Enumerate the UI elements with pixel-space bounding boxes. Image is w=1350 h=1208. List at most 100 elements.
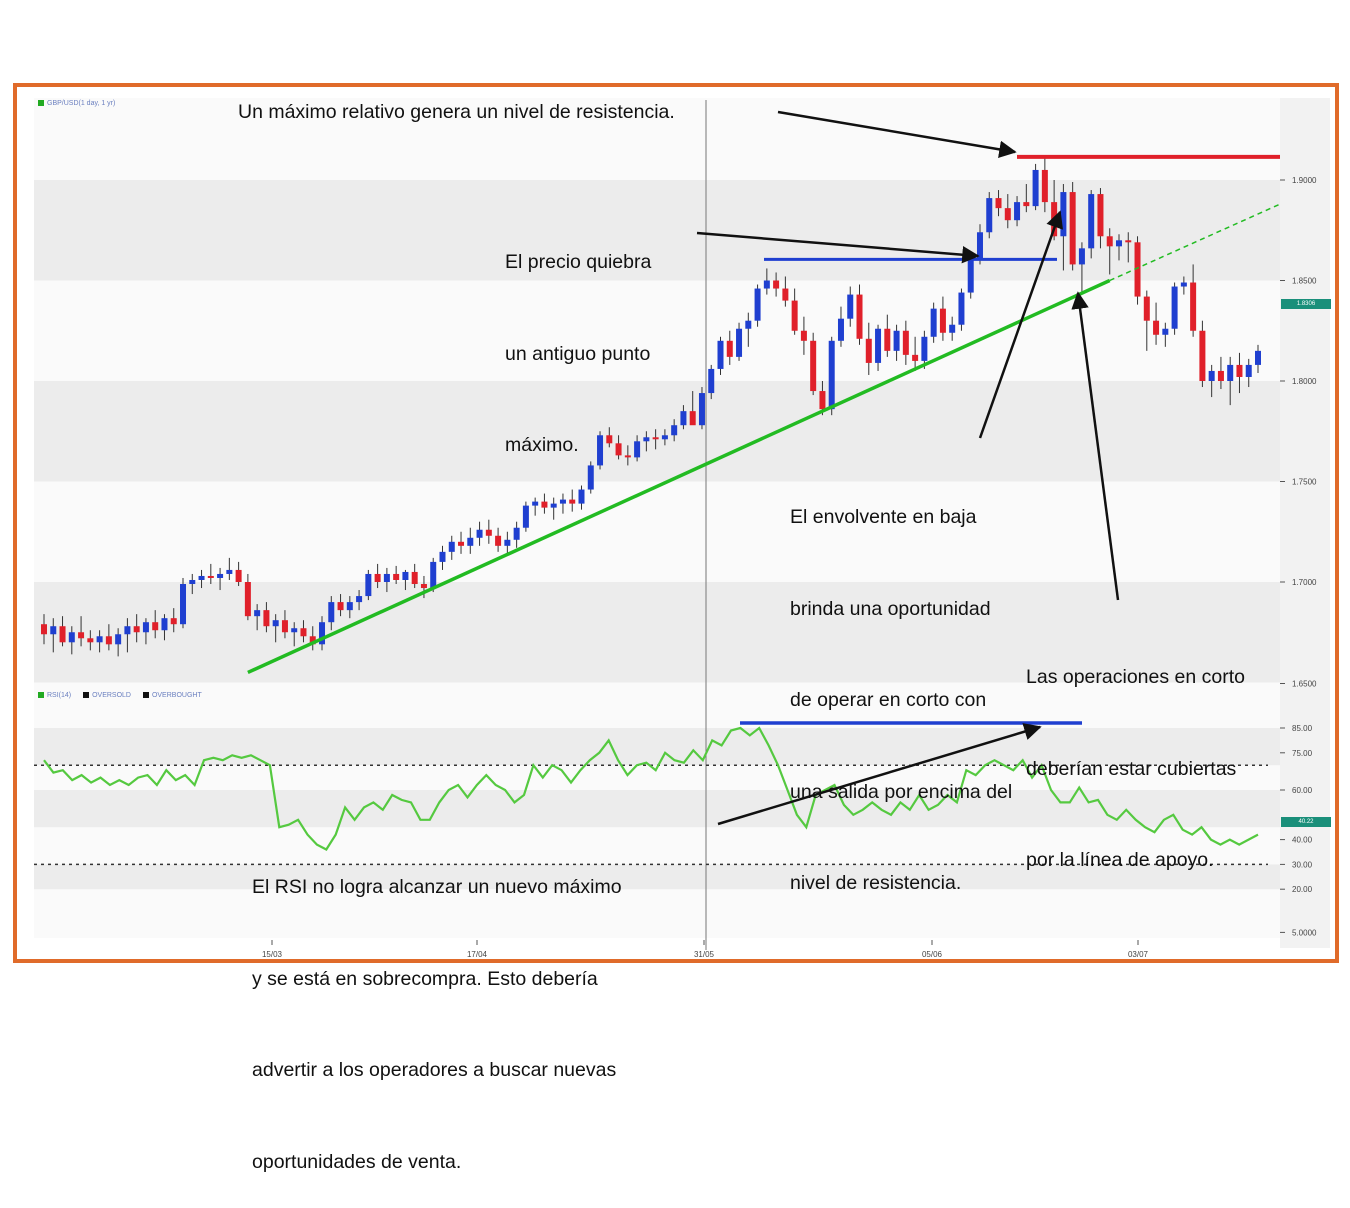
candle-body bbox=[1023, 202, 1030, 207]
candle-body bbox=[1060, 192, 1067, 237]
candle-body bbox=[1162, 328, 1169, 335]
candle-body bbox=[513, 527, 520, 540]
candle-body bbox=[1255, 350, 1261, 365]
axis-bg bbox=[1280, 98, 1330, 948]
candle-body bbox=[736, 328, 743, 357]
rsi-band bbox=[34, 728, 1280, 766]
price-tick-label: 1.8500 bbox=[1292, 277, 1317, 286]
candle-body bbox=[921, 336, 928, 361]
candle-body bbox=[504, 539, 511, 546]
rsi-legend-label: RSI(14) bbox=[47, 692, 72, 699]
rsi-panel bbox=[34, 721, 1268, 866]
price-tick-label: 1.7000 bbox=[1292, 578, 1317, 587]
candle-body bbox=[1088, 194, 1095, 249]
candle-body bbox=[1236, 364, 1243, 377]
candle-body bbox=[458, 541, 465, 546]
candle-body bbox=[217, 573, 224, 578]
candle-body bbox=[393, 573, 400, 580]
rsi-tick-label: 85.00 bbox=[1292, 724, 1313, 733]
candle-body bbox=[698, 393, 705, 426]
candle-body bbox=[791, 300, 798, 331]
annotation-line: un antiguo punto bbox=[505, 342, 651, 365]
candle-body bbox=[337, 602, 344, 611]
price-tick-label: 1.8000 bbox=[1292, 377, 1317, 386]
candle-body bbox=[309, 636, 316, 645]
candle-body bbox=[1134, 242, 1141, 297]
candle-body bbox=[254, 610, 261, 617]
candle-body bbox=[439, 551, 446, 562]
candle-body bbox=[680, 411, 687, 426]
candle-body bbox=[550, 503, 557, 508]
candle-body bbox=[559, 499, 566, 504]
candle-body bbox=[291, 628, 298, 633]
annotation-line: El envolvente en baja bbox=[790, 506, 977, 528]
candle-body bbox=[142, 622, 149, 633]
candle-body bbox=[986, 198, 993, 233]
candle-body bbox=[828, 340, 835, 410]
candle-body bbox=[152, 622, 159, 631]
chart-svg: 1.9000 1.8500 1.8000 1.7500 1.7000 1.6500 85.… bbox=[34, 98, 1330, 959]
candle-body bbox=[476, 529, 483, 538]
x-tick-label: 17/04 bbox=[467, 950, 488, 959]
candle-body bbox=[300, 628, 307, 637]
candle-body bbox=[374, 573, 381, 582]
annotation-line: máximo. bbox=[505, 434, 579, 456]
candle-body bbox=[726, 340, 733, 357]
rsi-legend: RSI(14) OVERSOLD OVERBOUGHT bbox=[38, 692, 212, 699]
candle-body bbox=[115, 634, 122, 645]
price-band bbox=[34, 381, 1280, 482]
rsi-tick-label: 75.00 bbox=[1292, 749, 1313, 758]
candle-body bbox=[837, 318, 844, 341]
candle-body bbox=[383, 573, 390, 582]
candle-body bbox=[1199, 330, 1206, 381]
annotation-line: deberían estar cubiertas bbox=[1026, 757, 1237, 780]
candle-body bbox=[1208, 370, 1215, 381]
candle-body bbox=[615, 443, 622, 456]
candle-body bbox=[902, 330, 909, 355]
candle-body bbox=[87, 638, 94, 643]
rsi-axis: 85.00 75.00 60.00 40.00 30.00 20.00 5.0000 bbox=[1280, 724, 1317, 937]
background-bands bbox=[34, 98, 1330, 948]
arrow-break bbox=[696, 231, 980, 264]
candle-body bbox=[541, 501, 548, 508]
legend-square bbox=[38, 100, 44, 107]
support-line bbox=[247, 278, 1111, 675]
candle-body bbox=[1153, 320, 1160, 335]
candle-body bbox=[689, 411, 696, 426]
annotation-line: El precio quiebra bbox=[505, 251, 652, 273]
arrow-short-cover bbox=[1071, 291, 1120, 601]
x-tick-label: 31/05 bbox=[694, 950, 715, 959]
candle-body bbox=[763, 280, 770, 289]
candle-body bbox=[569, 499, 576, 504]
candle-body bbox=[1106, 236, 1113, 247]
candle-body bbox=[819, 391, 826, 410]
candle-body bbox=[624, 455, 631, 458]
annotation-line: Las operaciones en corto bbox=[1026, 666, 1245, 688]
candle-body bbox=[1032, 169, 1039, 207]
candle-body bbox=[105, 636, 112, 645]
candle-body bbox=[671, 425, 678, 436]
rsi-tick-label: 5.0000 bbox=[1292, 928, 1317, 937]
annotation-line: una salida por encima del bbox=[790, 780, 1013, 803]
annotation-line: por la línea de apoyo. bbox=[1026, 849, 1214, 871]
candle-body bbox=[522, 505, 529, 528]
rsi-line bbox=[43, 726, 1259, 851]
annotation-short-cover: Las operaciones en corto deberían estar … bbox=[1026, 601, 1245, 906]
x-tick-label: 03/07 bbox=[1128, 950, 1149, 959]
annotation-line: nivel de resistencia. bbox=[790, 872, 962, 894]
price-tick-label: 1.7500 bbox=[1292, 478, 1317, 487]
candle-body bbox=[189, 579, 196, 585]
rsi-tick-label: 40.00 bbox=[1292, 836, 1313, 845]
price-axis: 1.9000 1.8500 1.8000 1.7500 1.7000 1.6500 bbox=[1280, 176, 1317, 689]
levels bbox=[247, 154, 1281, 675]
legend-square bbox=[83, 692, 90, 699]
rsi-band bbox=[34, 790, 1280, 828]
arrow-rsi bbox=[717, 723, 1042, 826]
candle-body bbox=[226, 569, 233, 574]
candle-body bbox=[810, 340, 817, 392]
candle-body bbox=[939, 308, 946, 333]
candle-body bbox=[1125, 240, 1132, 243]
annotation-line: advertir a los operadores a buscar nueva… bbox=[252, 1059, 617, 1081]
annotation-line: brinda una oportunidad bbox=[790, 597, 991, 620]
candle-body bbox=[430, 561, 437, 589]
